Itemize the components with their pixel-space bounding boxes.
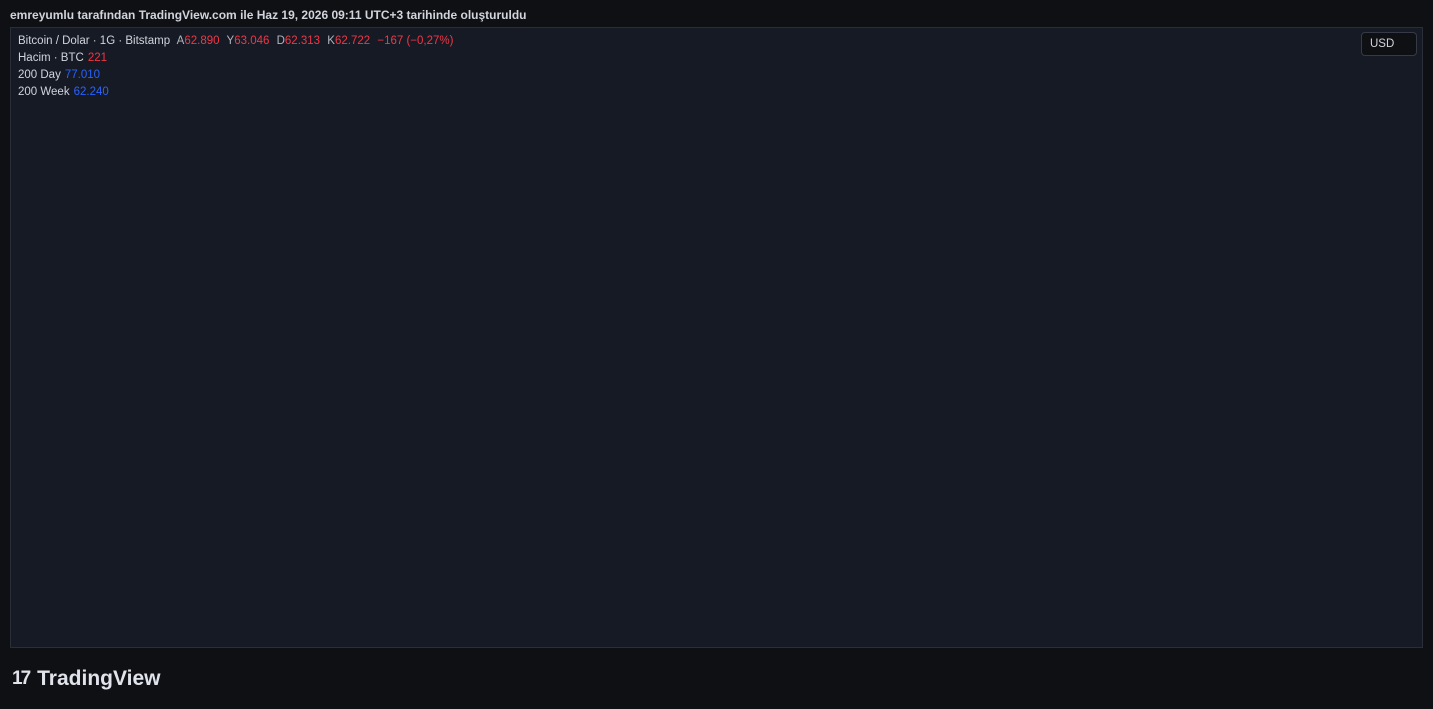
open-label: A [176, 35, 185, 47]
logo-mark: 17 [12, 668, 31, 689]
close-label: K [327, 35, 335, 47]
ma200w-label: 200 Week [18, 86, 70, 98]
ma200d-label: 200 Day [18, 69, 61, 81]
low-label: D [276, 35, 285, 47]
close: 62.722 [334, 35, 371, 47]
legend-ma200w: 200 Week 62.240 [18, 86, 113, 98]
ma200w-value: 62.240 [73, 86, 109, 98]
legend-ma200d: 200 Day 77.010 [18, 69, 104, 81]
snapshot-header: emreyumlu tarafından TradingView.com ile… [10, 8, 527, 22]
high-label: Y [226, 35, 235, 47]
logo-text: TradingView [37, 667, 161, 690]
legend-main: Bitcoin / Dolar · 1G · Bitstamp A62.890 … [18, 35, 457, 47]
currency-button[interactable]: USD [1361, 32, 1417, 56]
change: −167 (−0,27%) [377, 35, 454, 47]
symbol: Bitcoin / Dolar · 1G · Bitstamp [18, 35, 171, 47]
ma200d-value: 77.010 [64, 69, 101, 81]
volume-label: Hacim · BTC [18, 52, 84, 64]
legend-volume: Hacim · BTC 221 [18, 52, 111, 64]
chart-panel [10, 27, 1423, 648]
logo: 17 TradingView [12, 667, 160, 691]
open: 62.890 [184, 35, 220, 47]
volume-value: 221 [87, 52, 107, 64]
high: 63.046 [234, 35, 270, 47]
low: 62.313 [284, 35, 321, 47]
